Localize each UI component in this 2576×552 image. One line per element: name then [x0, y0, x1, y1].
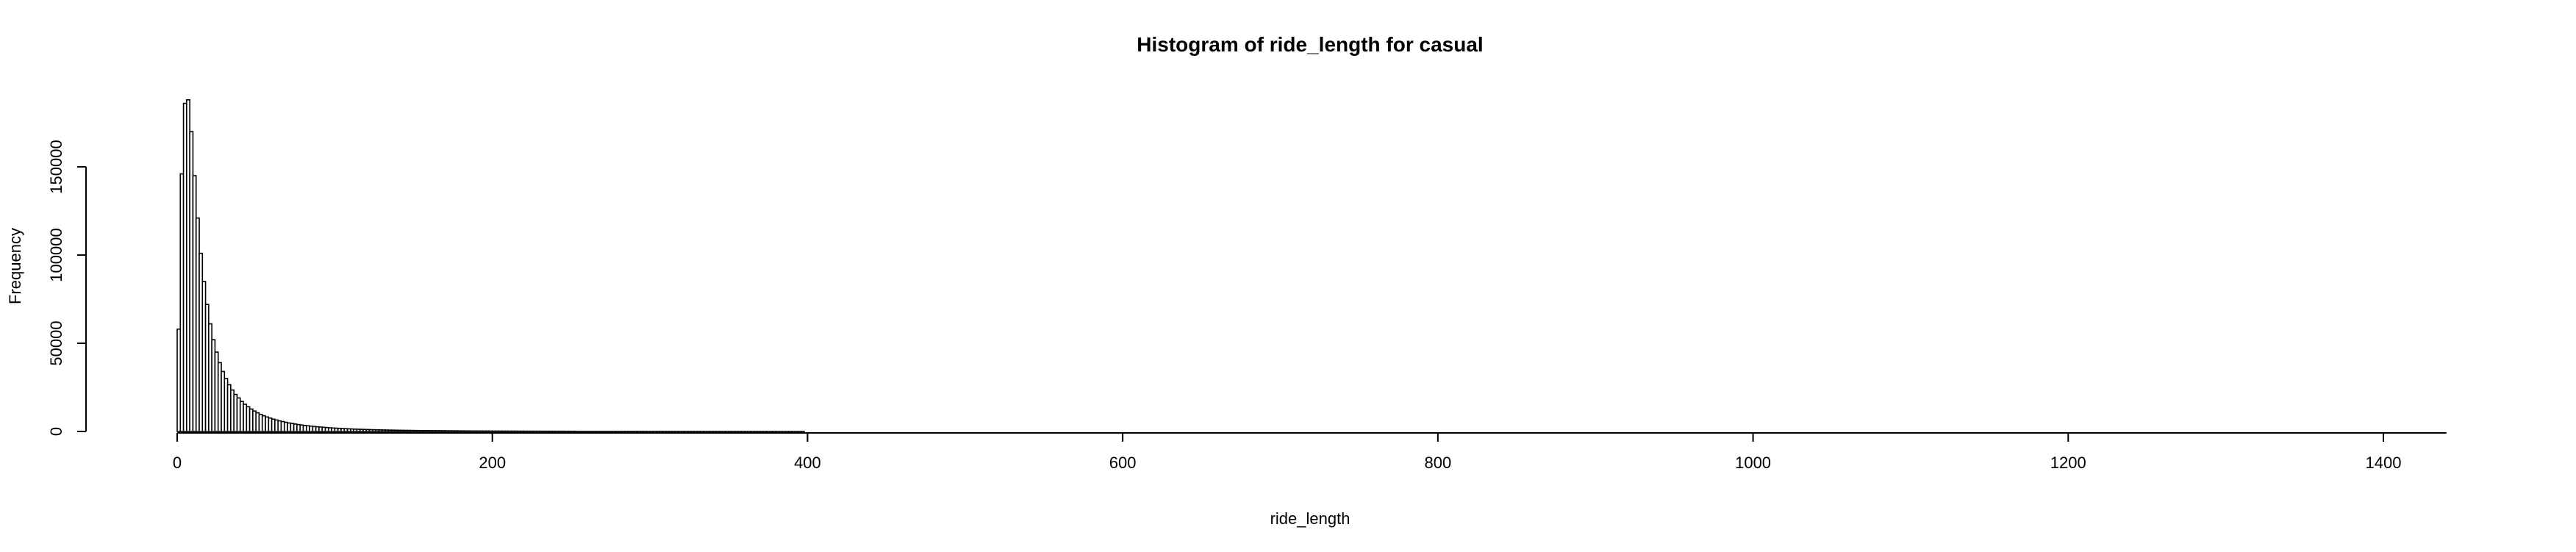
- x-tick-label: 800: [1424, 454, 1451, 472]
- y-tick-label: 0: [47, 427, 65, 436]
- x-tick-label: 400: [794, 454, 821, 472]
- x-ticks-group: 0 200 400 600 800 1000 1200 1400: [173, 433, 2402, 472]
- y-ticks-group: 0 50000 100000 150000: [47, 140, 86, 436]
- chart-title: Histogram of ride_length for casual: [1137, 33, 1483, 56]
- x-tick-label: 1400: [2366, 454, 2402, 472]
- bars-group: [176, 99, 805, 432]
- x-tick-label: 1000: [1735, 454, 1771, 472]
- x-tick-label: 600: [1109, 454, 1137, 472]
- y-tick-label: 100000: [47, 228, 65, 282]
- y-axis-label: Frequency: [6, 228, 24, 304]
- x-tick-label: 200: [479, 454, 506, 472]
- x-tick-label: 0: [173, 454, 182, 472]
- x-tick-label: 1200: [2050, 454, 2086, 472]
- y-tick-label: 150000: [47, 140, 65, 193]
- x-axis-label: ride_length: [1270, 509, 1350, 528]
- y-tick-label: 50000: [47, 320, 65, 365]
